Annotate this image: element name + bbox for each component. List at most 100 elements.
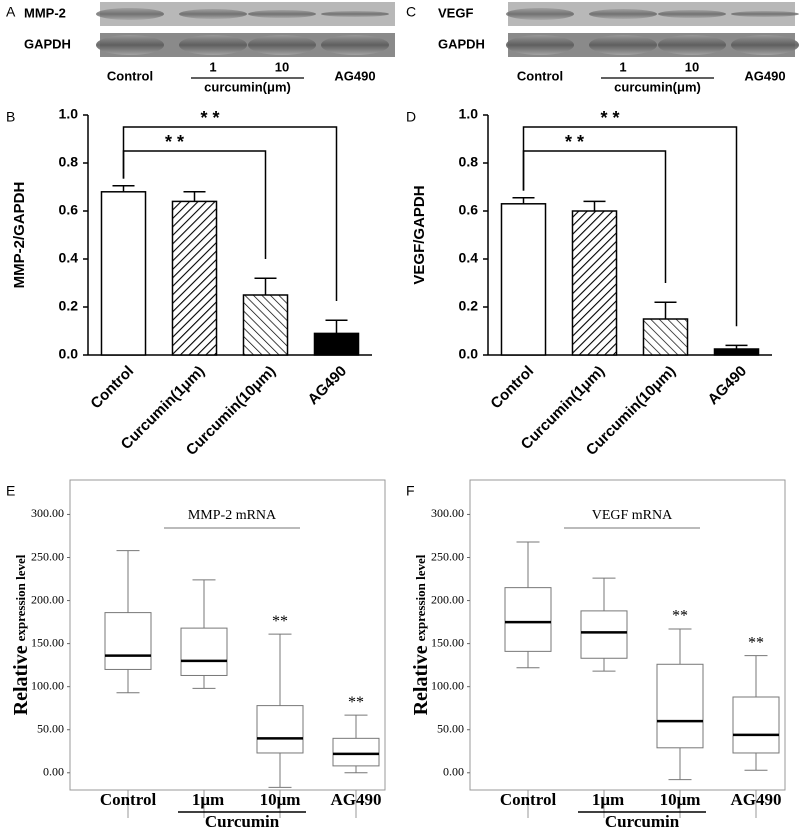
y-axis-label-main: Relative (410, 645, 432, 715)
blot-band (731, 35, 799, 55)
blot-band (248, 10, 316, 18)
box (256, 705, 304, 754)
significance-label: ** (672, 608, 688, 625)
blot-band (179, 35, 247, 55)
x-tick-label: Control (87, 363, 137, 413)
y-tick-label: 0.8 (459, 154, 479, 170)
panel-letter: D (406, 109, 416, 125)
y-tick-label: 0.00 (43, 765, 64, 779)
y-axis-label-sub: expression level (413, 554, 428, 641)
y-tick-label: 200.00 (431, 592, 464, 606)
significance-label: * * (165, 132, 184, 152)
blot-band (658, 35, 726, 55)
significance-label: ** (748, 634, 764, 651)
x-tick-label: Control (100, 790, 157, 809)
lane-label: Control (107, 68, 153, 83)
y-axis-label-main: Relative (10, 645, 32, 715)
bar (313, 332, 360, 356)
y-tick-label: 0.4 (59, 250, 79, 266)
bar (171, 200, 218, 356)
y-tick-label: 0.2 (59, 298, 79, 314)
x-tick-label: AG490 (731, 790, 782, 809)
bar-chart: BMMP-2/GAPDH0.00.20.40.60.81.0ControlCur… (6, 106, 372, 459)
bar (571, 210, 618, 356)
significance-bracket (522, 126, 738, 327)
bar (642, 318, 689, 356)
y-axis-label: Relative expression level (10, 554, 32, 715)
y-tick-label: 0.2 (459, 298, 479, 314)
chart-title: VEGF mRNA (592, 508, 673, 523)
blot-band (658, 10, 726, 18)
blot-band (506, 8, 574, 20)
box (180, 627, 228, 676)
x-tick-label: AG490 (705, 363, 751, 409)
y-axis-label-sub: expression level (13, 554, 28, 641)
y-axis-label: VEGF/GAPDH (411, 185, 428, 284)
y-tick-label: 50.00 (437, 721, 464, 735)
lane-label: 10 (275, 59, 289, 74)
y-tick-label: 0.0 (459, 346, 479, 362)
x-tick-label: 10μm (260, 790, 301, 809)
y-tick-label: 0.4 (459, 250, 479, 266)
blot-row-label: MMP-2 (24, 5, 66, 20)
y-tick-label: 0.6 (59, 202, 79, 218)
bar (713, 348, 760, 356)
y-tick-label: 0.6 (459, 202, 479, 218)
blot-panel: C VEGF GAPDH Control 1 10 AG490 curcumin(μm) (406, 2, 799, 94)
blot-row-label: VEGF (438, 5, 473, 20)
x-tick-label: 10μm (660, 790, 701, 809)
significance-bracket (122, 126, 338, 301)
blot-band (321, 35, 389, 55)
y-tick-label: 1.0 (459, 106, 479, 122)
blot-band (589, 9, 657, 19)
bar-chart: DVEGF/GAPDH0.00.20.40.60.81.0ControlCurc… (406, 106, 772, 459)
y-tick-label: 150.00 (31, 635, 64, 649)
bar (242, 294, 289, 356)
blot-band (248, 35, 316, 55)
y-tick-label: 0.00 (443, 765, 464, 779)
significance-label: * * (600, 108, 619, 128)
bar (500, 203, 547, 356)
box (332, 737, 380, 767)
y-tick-label: 50.00 (37, 721, 64, 735)
blot-band (321, 11, 389, 17)
y-tick-label: 300.00 (31, 506, 64, 520)
panel-letter: C (406, 4, 416, 20)
y-tick-label: 250.00 (31, 549, 64, 563)
blot-row-label: GAPDH (24, 36, 71, 51)
group-label: Curcumin (205, 812, 280, 831)
blot-panel: A MMP-2 GAPDH Control 1 10 AG490 curcumin(μm) (6, 2, 395, 94)
lane-label: AG490 (744, 68, 785, 83)
y-tick-label: 250.00 (431, 549, 464, 563)
panel-letter: F (406, 483, 415, 499)
x-tick-label: AG490 (305, 363, 351, 409)
blot-band (179, 9, 247, 19)
lane-label: 1 (209, 59, 216, 74)
y-tick-label: 150.00 (431, 635, 464, 649)
x-tick-label: AG490 (331, 790, 382, 809)
chart-title: MMP-2 mRNA (188, 508, 277, 523)
significance-label: * * (200, 108, 219, 128)
x-tick-label: Control (500, 790, 557, 809)
group-label: Curcumin (605, 812, 680, 831)
panel-letter: E (6, 483, 15, 499)
y-tick-label: 1.0 (59, 106, 79, 122)
group-label: curcumin(μm) (614, 79, 701, 94)
blot-row-label: GAPDH (438, 36, 485, 51)
box (580, 610, 628, 659)
blot-band (96, 35, 164, 55)
plot-frame (469, 479, 786, 791)
box-chart: E Relative expression level 0.00 50.00 100.00… (6, 479, 386, 831)
x-tick-label: 1μm (192, 790, 224, 809)
significance-label: ** (348, 694, 364, 711)
significance-label: ** (272, 613, 288, 630)
x-tick-label: 1μm (592, 790, 624, 809)
blot-band (96, 8, 164, 20)
lane-label: 10 (685, 59, 699, 74)
y-tick-label: 0.8 (59, 154, 79, 170)
blot-band (731, 11, 799, 17)
x-tick-label: Control (487, 363, 537, 413)
blot-band (589, 35, 657, 55)
panel-letter: A (6, 4, 16, 20)
